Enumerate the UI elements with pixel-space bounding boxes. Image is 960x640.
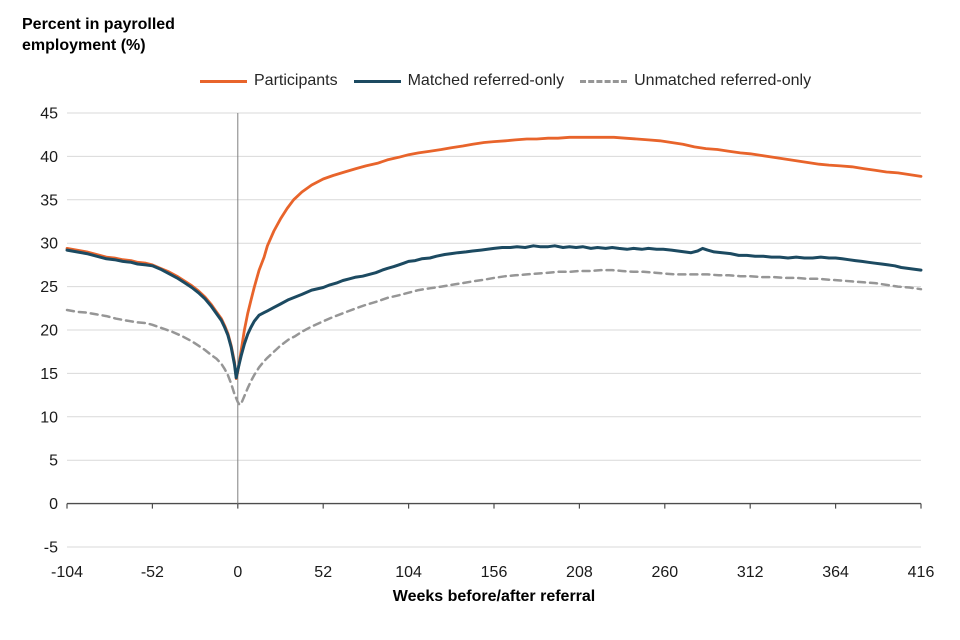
x-tick-label-52: 52	[314, 564, 332, 581]
matched-line-swatch-icon	[353, 79, 401, 83]
y-tick-label-30: 30	[40, 236, 58, 253]
chart-title-line1: Percent in payrolled	[22, 16, 175, 33]
legend-label-unmatched: Unmatched referred-only	[634, 72, 812, 89]
y-tick-label--5: -5	[44, 540, 58, 557]
y-tick-label-45: 45	[40, 106, 58, 123]
x-tick-label-312: 312	[737, 564, 764, 581]
x-tick-label-364: 364	[822, 564, 849, 581]
legend-label-matched: Matched referred-only	[407, 72, 565, 89]
x-tick-label-0: 0	[233, 564, 242, 581]
x-tick-label--104: -104	[51, 564, 83, 581]
x-tick-label-208: 208	[566, 564, 593, 581]
unmatched-line-swatch-icon	[580, 79, 628, 83]
x-tick-label-156: 156	[481, 564, 508, 581]
legend: Participants Matched referred-only Unmat…	[200, 72, 827, 90]
legend-label-participants: Participants	[254, 72, 338, 89]
chart-title: Percent in payrolled employment (%)	[22, 14, 175, 56]
y-tick-label-40: 40	[40, 149, 58, 166]
legend-item-participants: Participants	[200, 72, 338, 90]
chart-title-line2: employment (%)	[22, 37, 146, 54]
y-tick-label-10: 10	[40, 409, 58, 426]
y-tick-label-35: 35	[40, 192, 58, 209]
y-tick-label-20: 20	[40, 323, 58, 340]
series-line-unmatched-referred-only	[65, 268, 923, 406]
legend-item-matched: Matched referred-only	[353, 72, 565, 90]
y-tick-label-0: 0	[49, 496, 58, 513]
y-tick-label-15: 15	[40, 366, 58, 383]
y-tick-label-5: 5	[49, 453, 58, 470]
x-tick-label-416: 416	[908, 564, 935, 581]
series-line-matched-referred-only	[65, 244, 923, 380]
x-axis-title: Weeks before/after referral	[392, 588, 596, 605]
x-tick-label-104: 104	[395, 564, 422, 581]
x-tick-label-260: 260	[651, 564, 678, 581]
legend-item-unmatched: Unmatched referred-only	[580, 72, 811, 90]
participants-line-swatch-icon	[200, 79, 247, 83]
y-tick-label-25: 25	[40, 279, 58, 296]
x-tick-label--52: -52	[141, 564, 164, 581]
